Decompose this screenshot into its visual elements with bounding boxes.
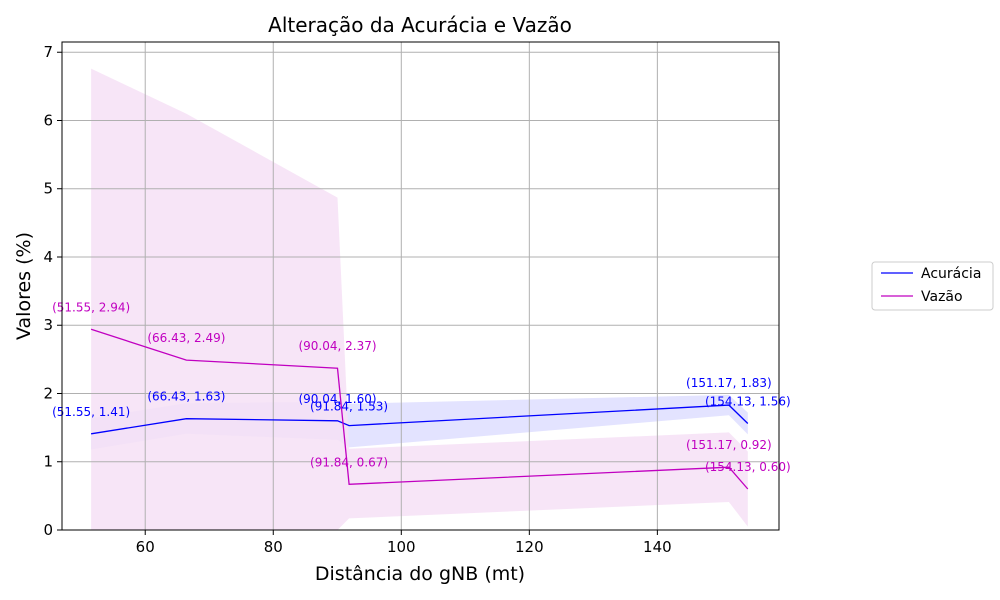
data-label-vazao: (51.55, 2.94) — [52, 300, 130, 314]
data-label-vazao: (154.13, 0.60) — [705, 460, 791, 474]
chart-title: Alteração da Acurácia e Vazão — [268, 13, 572, 37]
data-label-acuracia: (151.17, 1.83) — [686, 376, 772, 390]
data-label-vazao: (151.17, 0.92) — [686, 438, 772, 452]
y-tick-label: 0 — [43, 521, 53, 539]
series-lines — [90, 328, 749, 490]
x-tick-label: 60 — [136, 538, 155, 556]
y-axis-title: Valores (%) — [13, 232, 35, 340]
y-tick-label: 5 — [43, 180, 53, 198]
data-label-vazao: (66.43, 2.49) — [147, 331, 225, 345]
grid — [62, 42, 779, 531]
series-line-vazao — [90, 328, 749, 490]
band-vazao — [91, 68, 748, 530]
legend-box — [871, 261, 994, 311]
data-label-acuracia: (66.43, 1.63) — [147, 390, 225, 404]
data-label-vazao: (91.84, 0.67) — [310, 455, 388, 469]
y-axis-ticks: 0 1 2 3 4 5 6 7 — [43, 43, 62, 539]
data-label-acuracia: (91.84, 1.53) — [310, 400, 388, 414]
data-label-acuracia: (154.13, 1.56) — [705, 395, 791, 409]
data-label-acuracia: (51.55, 1.41) — [52, 405, 130, 419]
y-tick-label: 1 — [43, 453, 53, 471]
x-axis-ticks: 60 80 100 120 140 — [136, 530, 672, 556]
data-label-vazao: (90.04, 2.37) — [298, 339, 376, 353]
x-tick-label: 100 — [387, 538, 416, 556]
y-tick-label: 4 — [43, 248, 53, 266]
confidence-bands — [91, 68, 748, 530]
legend-label-vazao: Vazão — [921, 289, 963, 305]
x-tick-label: 140 — [643, 538, 672, 556]
x-tick-label: 80 — [264, 538, 283, 556]
point-labels: (51.55, 1.41)(66.43, 1.63) (90.04, 1.60)(… — [52, 300, 791, 474]
y-tick-label: 3 — [43, 316, 53, 334]
x-tick-label: 120 — [515, 538, 544, 556]
y-tick-label: 2 — [43, 384, 53, 402]
y-tick-label: 6 — [43, 111, 53, 129]
plot-frame — [61, 41, 780, 531]
data-label-acuracia: (90.04, 1.60) — [298, 392, 376, 406]
legend: Acurácia Vazão — [871, 261, 994, 311]
y-tick-label: 7 — [43, 43, 53, 61]
x-axis-title: Distância do gNB (mt) — [315, 563, 525, 585]
legend-label-acuracia: Acurácia — [921, 266, 981, 282]
